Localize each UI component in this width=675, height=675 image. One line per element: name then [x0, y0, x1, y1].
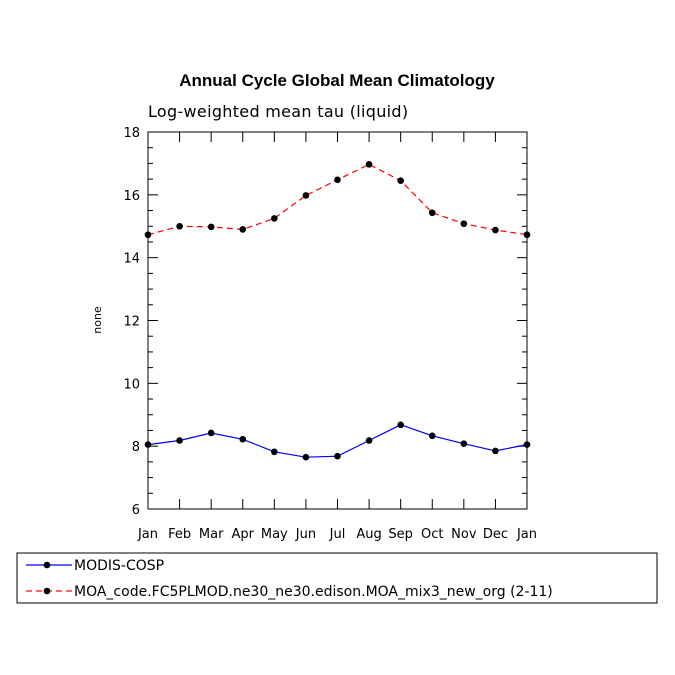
- data-point: [428, 209, 436, 217]
- data-point: [271, 215, 278, 222]
- data-point: [365, 161, 373, 168]
- y-axis-label: none: [91, 306, 104, 334]
- y-tick-label: 6: [132, 503, 140, 518]
- data-point: [334, 452, 341, 460]
- y-tick-label: 16: [123, 189, 140, 204]
- x-tick-label: Jan: [516, 527, 537, 542]
- legend-label-modis: MODIS-COSP: [74, 558, 164, 574]
- data-point: [207, 223, 215, 231]
- data-point: [365, 437, 373, 444]
- data-point: [397, 421, 404, 429]
- series-layer: [144, 161, 531, 461]
- data-point: [492, 447, 499, 455]
- data-point: [176, 437, 183, 444]
- data-point: [428, 432, 436, 440]
- y-tick-label: 18: [123, 126, 140, 141]
- data-point: [239, 226, 247, 233]
- x-tick-label: Jul: [329, 527, 346, 542]
- x-tick-label: Jan: [137, 527, 158, 542]
- data-point: [460, 220, 468, 228]
- series-line-0: [147, 424, 528, 458]
- series-line-1: [147, 163, 528, 236]
- data-point: [302, 453, 310, 461]
- data-point: [492, 226, 499, 234]
- y-tick-label: 10: [123, 377, 140, 392]
- plot-frame: [147, 131, 528, 510]
- data-point: [271, 448, 278, 456]
- y-tick-label: 14: [123, 252, 140, 267]
- x-tick-label: Apr: [232, 527, 255, 542]
- data-point: [334, 176, 341, 184]
- x-tick-label: Dec: [483, 527, 508, 542]
- data-point: [460, 440, 468, 447]
- data-point: [302, 192, 310, 199]
- x-tick-label: Sep: [388, 527, 413, 542]
- x-tick-label: Jun: [295, 527, 316, 542]
- data-point: [239, 435, 247, 443]
- axis-ticks: 6 8 10 12 14 16 18 Jan Feb Mar Apr May Jun Jul Aug Sep O…: [123, 126, 537, 542]
- legend-label-moa: MOA_code.FC5PLMOD.ne30_ne30.edison.MOA_m…: [74, 584, 553, 600]
- x-tick-label: Aug: [356, 527, 381, 542]
- x-tick-label: Mar: [199, 527, 224, 542]
- legend-marker-moa: [43, 587, 51, 595]
- chart-subtitle: Log-weighted mean tau (liquid): [148, 102, 408, 121]
- chart-title: Annual Cycle Global Mean Climatology: [179, 71, 495, 90]
- y-tick-label: 8: [132, 440, 140, 455]
- legend: MODIS-COSP MOA_code.FC5PLMOD.ne30_ne30.e…: [16, 552, 658, 604]
- data-point: [207, 429, 215, 437]
- legend-box: [16, 552, 658, 604]
- data-point: [397, 177, 404, 184]
- y-tick-label: 12: [123, 315, 140, 330]
- x-tick-label: Nov: [451, 527, 477, 542]
- x-tick-label: Feb: [168, 527, 191, 542]
- x-tick-label: Oct: [421, 527, 443, 542]
- data-point: [176, 222, 183, 230]
- legend-marker-modis: [43, 561, 51, 569]
- x-tick-label: May: [261, 527, 288, 542]
